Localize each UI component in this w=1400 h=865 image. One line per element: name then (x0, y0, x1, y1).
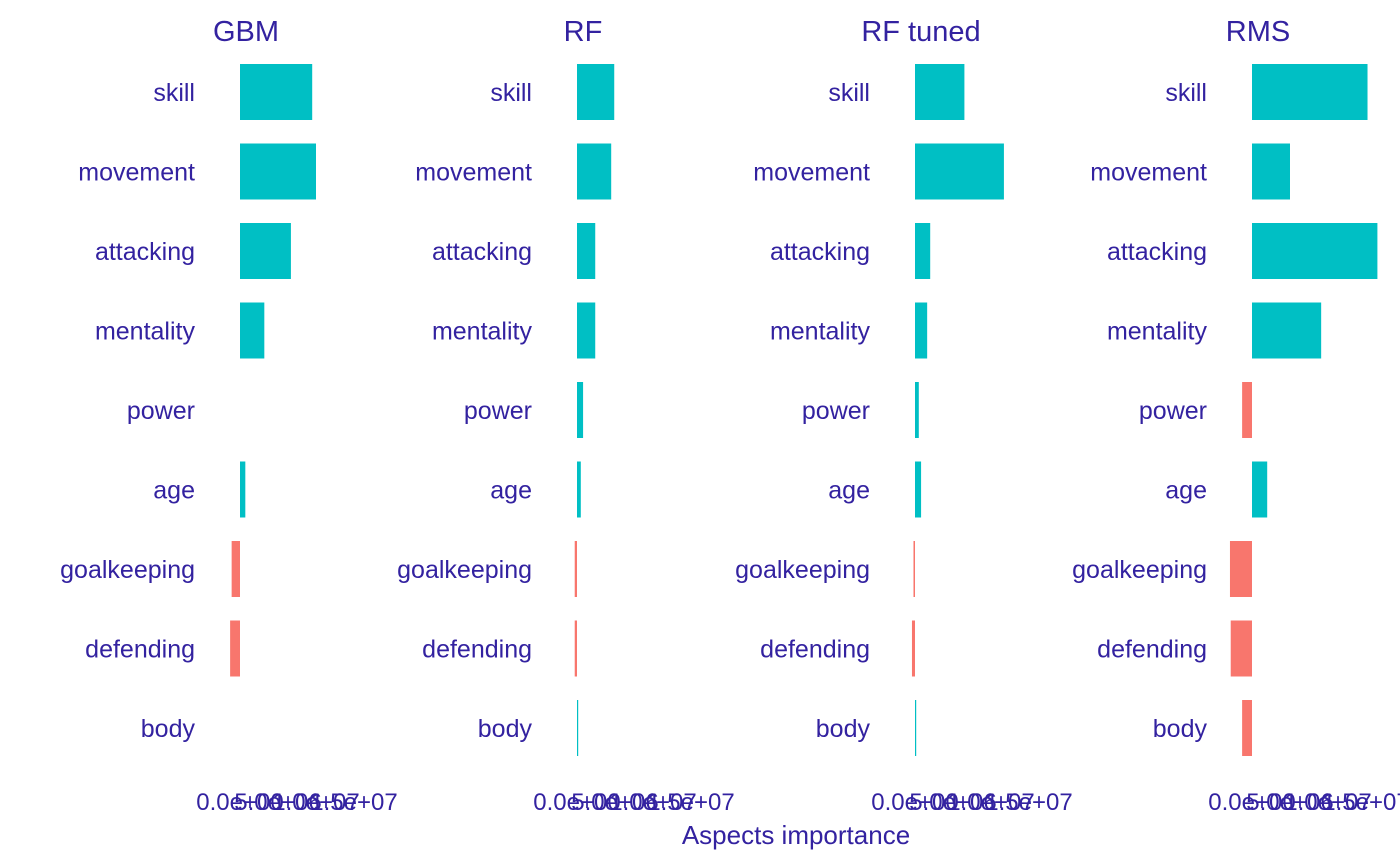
category-label-defending: defending (422, 636, 532, 664)
bar-attacking (240, 223, 291, 279)
bar-body (915, 700, 917, 756)
bar-power (915, 382, 919, 438)
category-label-goalkeeping: goalkeeping (1072, 556, 1207, 584)
panel-title-rms: RMS (1226, 16, 1290, 48)
x-tick-label: 1.0e+07 (609, 789, 696, 816)
category-label-defending: defending (760, 636, 870, 664)
bar-mentality (240, 302, 265, 359)
category-label-movement: movement (753, 159, 870, 187)
x-tick-label: 0.0e+00 (533, 789, 620, 816)
category-label-body: body (1153, 715, 1208, 743)
bar-defending (230, 620, 240, 677)
x-tick-label: 0.0e+00 (1208, 789, 1295, 816)
bar-mentality (915, 302, 928, 359)
category-label-mentality: mentality (770, 318, 871, 346)
category-label-power: power (127, 397, 195, 425)
category-label-attacking: attacking (432, 238, 532, 266)
category-label-power: power (802, 397, 870, 425)
x-tick-label: 1.5e+07 (1322, 789, 1400, 816)
bar-movement (915, 143, 1004, 200)
x-tick-label: 1.5e+07 (310, 789, 397, 816)
category-label-body: body (141, 715, 196, 743)
bar-skill (1252, 64, 1368, 120)
category-label-movement: movement (78, 159, 195, 187)
category-label-skill: skill (828, 79, 870, 107)
x-tick-label: 5.0e+06 (1246, 789, 1333, 816)
bar-attacking (577, 223, 596, 279)
category-label-goalkeeping: goalkeeping (60, 556, 195, 584)
category-label-age: age (490, 477, 532, 505)
bar-power (577, 382, 584, 438)
bar-attacking (915, 223, 931, 279)
bar-age (915, 461, 922, 518)
bar-age (577, 461, 581, 518)
category-label-mentality: mentality (95, 318, 196, 346)
category-label-attacking: attacking (95, 238, 195, 266)
x-tick-label: 0.0e+00 (196, 789, 283, 816)
bar-body (577, 700, 579, 756)
category-label-age: age (1165, 477, 1207, 505)
bar-age (240, 461, 246, 518)
bar-body (1242, 700, 1252, 756)
category-label-skill: skill (490, 79, 532, 107)
bar-movement (577, 143, 612, 200)
bar-movement (1252, 143, 1290, 200)
x-tick-label: 1.0e+07 (272, 789, 359, 816)
bar-power (1242, 382, 1252, 438)
bar-goalkeeping (1229, 541, 1252, 597)
bar-goalkeeping (913, 541, 915, 597)
x-axis-title: Aspects importance (682, 820, 910, 850)
x-tick-label: 5.0e+06 (571, 789, 658, 816)
bar-attacking (1252, 223, 1378, 279)
category-label-skill: skill (1165, 79, 1207, 107)
bar-movement (240, 143, 316, 200)
category-label-power: power (1139, 397, 1207, 425)
bar-goalkeeping (231, 541, 240, 597)
bar-mentality (1252, 302, 1322, 359)
panel-title-rf-tuned: RF tuned (861, 16, 980, 48)
panel-title-gbm: GBM (213, 16, 279, 48)
bar-defending (1230, 620, 1252, 677)
x-tick-label: 1.0e+07 (1284, 789, 1371, 816)
category-label-body: body (816, 715, 871, 743)
category-label-goalkeeping: goalkeeping (397, 556, 532, 584)
bar-skill (240, 64, 313, 120)
bar-age (1252, 461, 1268, 518)
x-tick-label: 0.0e+00 (871, 789, 958, 816)
category-label-attacking: attacking (1107, 238, 1207, 266)
bar-mentality (577, 302, 596, 359)
x-tick-label: 5.0e+06 (234, 789, 321, 816)
category-label-body: body (478, 715, 533, 743)
category-label-movement: movement (415, 159, 532, 187)
x-tick-label: 1.5e+07 (647, 789, 734, 816)
category-label-defending: defending (85, 636, 195, 664)
bar-skill (577, 64, 615, 120)
category-label-attacking: attacking (770, 238, 870, 266)
category-label-power: power (464, 397, 532, 425)
bar-skill (915, 64, 965, 120)
category-label-goalkeeping: goalkeeping (735, 556, 870, 584)
panel-title-rf: RF (564, 16, 603, 48)
x-tick-label: 1.5e+07 (985, 789, 1072, 816)
category-label-mentality: mentality (432, 318, 533, 346)
category-label-defending: defending (1097, 636, 1207, 664)
bar-defending (911, 620, 915, 677)
bar-defending (574, 620, 577, 677)
x-tick-label: 1.0e+07 (947, 789, 1034, 816)
category-label-movement: movement (1090, 159, 1207, 187)
category-label-skill: skill (153, 79, 195, 107)
x-tick-label: 5.0e+06 (909, 789, 996, 816)
bar-goalkeeping (574, 541, 577, 597)
category-label-age: age (153, 477, 195, 505)
category-label-mentality: mentality (1107, 318, 1208, 346)
category-label-age: age (828, 477, 870, 505)
